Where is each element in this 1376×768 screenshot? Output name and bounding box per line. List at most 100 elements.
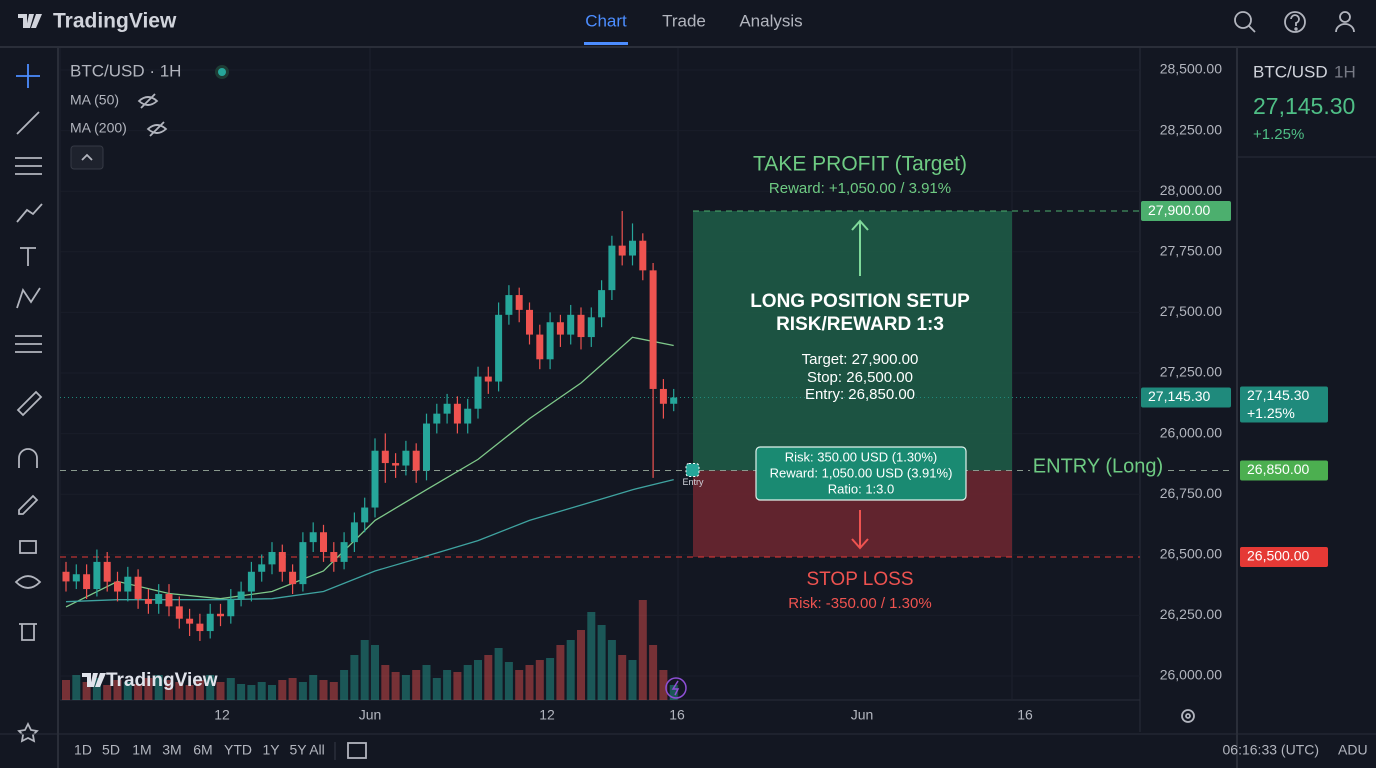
- range-button[interactable]: 1D: [74, 742, 92, 758]
- forecast-tool[interactable]: [15, 335, 42, 353]
- pattern-tool[interactable]: [16, 287, 41, 309]
- collapse-button[interactable]: [70, 145, 104, 170]
- volume-bar: [432, 678, 441, 700]
- line-tool[interactable]: [16, 111, 40, 135]
- candle-body: [608, 245, 616, 291]
- candle-body: [83, 574, 91, 590]
- tab-indicator: [584, 42, 628, 45]
- nav-tab[interactable]: Analysis: [739, 11, 802, 30]
- volume-bar: [484, 655, 493, 700]
- range-button[interactable]: 1Y: [262, 742, 280, 758]
- volume-bar: [298, 682, 307, 700]
- lock-tool[interactable]: [19, 540, 37, 554]
- volume-bar: [577, 630, 585, 700]
- candle-body: [155, 594, 163, 604]
- time-axis-label: Jun: [359, 707, 382, 723]
- candle-body: [402, 450, 410, 466]
- volume-bar: [103, 685, 112, 700]
- volume-bar: [649, 645, 658, 700]
- event-icon[interactable]: [665, 677, 687, 699]
- volume-bar: [412, 670, 421, 700]
- candle-body: [144, 598, 152, 604]
- volume-bar: [247, 685, 256, 700]
- volume-bar: [350, 655, 359, 700]
- price-tag-change: +1.25%: [1247, 405, 1295, 421]
- range-button[interactable]: 5Y: [289, 742, 307, 758]
- candle-body: [258, 564, 266, 572]
- side-price: 27,145.30: [1253, 93, 1355, 119]
- range-button[interactable]: YTD: [224, 742, 252, 758]
- date-range-icon[interactable]: [347, 742, 367, 759]
- user-icon[interactable]: [1335, 11, 1355, 33]
- clock: 06:16:33 (UTC): [1223, 742, 1319, 758]
- price-axis-label: 27,500.00: [1160, 303, 1222, 319]
- text-tool[interactable]: [20, 247, 36, 266]
- price-axis-label: 28,250.00: [1160, 121, 1222, 137]
- stop-arrow: [851, 538, 869, 550]
- candle-body: [433, 413, 441, 424]
- candle-body: [577, 314, 585, 338]
- candle-body: [186, 618, 194, 624]
- logo: TradingView: [53, 10, 177, 33]
- setup-line: Target: 27,900.00: [802, 351, 919, 368]
- crosshair-tool[interactable]: [16, 64, 40, 88]
- hide-icon[interactable]: [137, 93, 159, 109]
- candle-body: [515, 295, 523, 310]
- volume-bar: [371, 645, 379, 700]
- indicator-legend: MA (200): [70, 120, 127, 136]
- info-box-line: Ratio: 1:3.0: [828, 481, 895, 496]
- candle-body: [278, 552, 286, 572]
- price-axis-label: 26,500.00: [1160, 546, 1222, 562]
- candle-body: [484, 376, 492, 382]
- candle-body: [103, 561, 111, 582]
- stop-loss-detail: Risk: -350.00 / 1.30%: [788, 595, 931, 612]
- price-tag: [1141, 387, 1231, 408]
- top-bar: [0, 0, 1376, 46]
- eye-tool[interactable]: [14, 575, 42, 589]
- search-icon[interactable]: [1234, 11, 1256, 33]
- trash-tool[interactable]: [19, 623, 37, 641]
- volume-bar: [340, 670, 349, 700]
- volume-bar: [185, 685, 194, 700]
- candle-body: [443, 403, 451, 414]
- brush-tool[interactable]: [16, 203, 43, 223]
- range-button[interactable]: 1M: [132, 742, 151, 758]
- candle-body: [330, 552, 338, 562]
- indicator-legend: MA (50): [70, 92, 119, 108]
- logo-icon: [18, 14, 42, 28]
- candle-body: [546, 322, 554, 360]
- volume-bar: [638, 600, 647, 700]
- candle-body: [567, 314, 575, 335]
- favorite-tool[interactable]: [17, 721, 39, 743]
- candle-body: [72, 574, 80, 582]
- watermark-icon: [82, 673, 106, 687]
- lock-draw-tool[interactable]: [18, 494, 39, 515]
- price-axis-label: 26,000.00: [1160, 424, 1222, 440]
- candle-body: [505, 295, 513, 315]
- collapse-icon: [81, 153, 93, 161]
- volume-bar: [288, 678, 297, 700]
- currency[interactable]: ADU: [1338, 742, 1368, 758]
- nav-tab[interactable]: Chart: [585, 11, 627, 30]
- help-icon[interactable]: [1284, 11, 1306, 33]
- nav-tab[interactable]: Trade: [662, 11, 706, 30]
- toolbar: [14, 64, 43, 743]
- fib-tool[interactable]: [15, 157, 42, 175]
- side-symbol: BTC/USD: [1253, 62, 1328, 81]
- candle-body: [350, 522, 358, 543]
- range-button[interactable]: 6M: [193, 742, 212, 758]
- price-tag: [1141, 201, 1231, 222]
- info-box-line: Reward: 1,050.00 USD (3.91%): [770, 465, 953, 480]
- range-button[interactable]: 3M: [162, 742, 181, 758]
- range-button[interactable]: 5D: [102, 742, 120, 758]
- price-axis-label: 27,750.00: [1160, 243, 1222, 259]
- volume-bar: [381, 665, 390, 700]
- hide-icon[interactable]: [146, 121, 168, 137]
- volume-bar: [618, 655, 627, 700]
- candle-body: [670, 397, 678, 404]
- measure-tool[interactable]: [16, 390, 43, 417]
- range-button[interactable]: All: [309, 742, 325, 758]
- settings-icon[interactable]: [1181, 709, 1195, 723]
- magnet-tool[interactable]: [18, 448, 38, 468]
